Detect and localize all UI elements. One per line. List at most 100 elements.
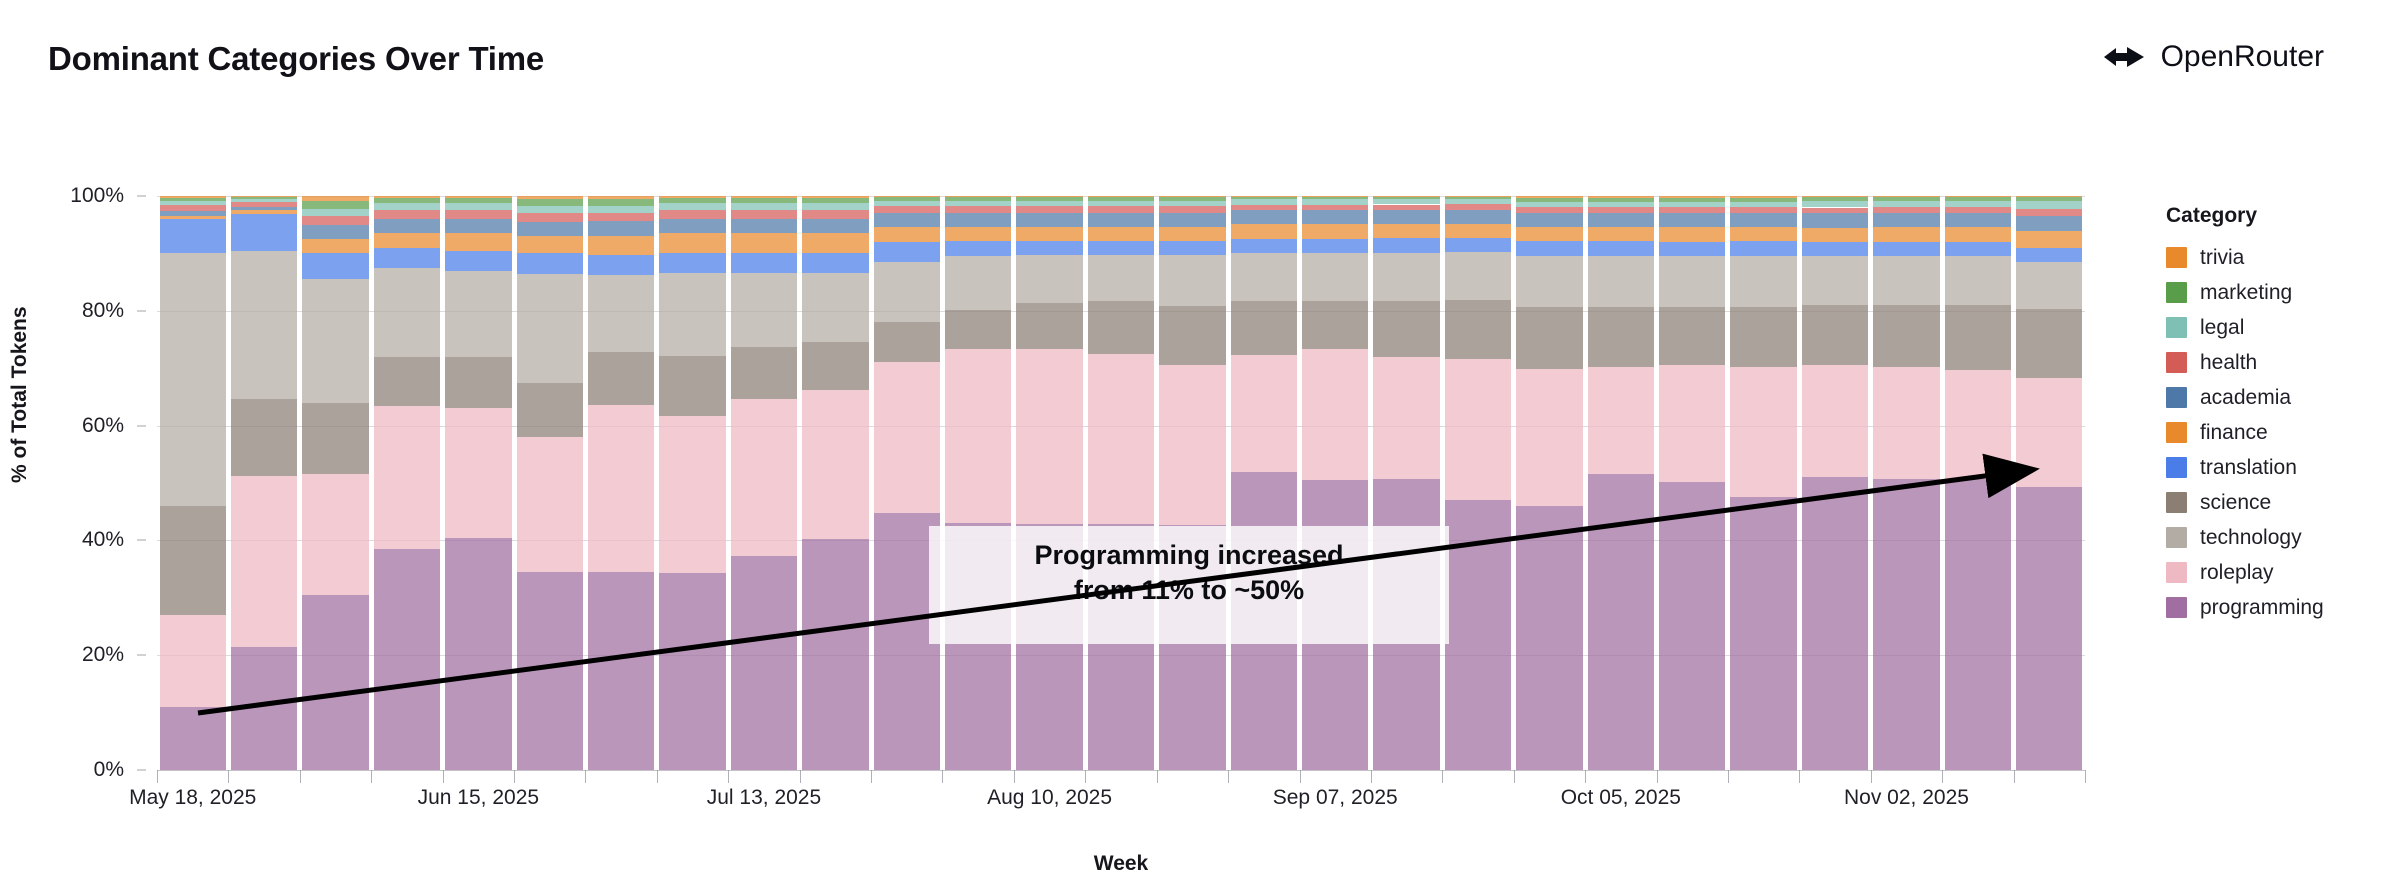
x-tick-mark xyxy=(1585,770,1587,783)
bar-segment-translation xyxy=(230,213,298,251)
bar-segment-health xyxy=(802,210,869,219)
legend-item-translation[interactable]: translation xyxy=(2166,450,2386,485)
bar-column[interactable] xyxy=(587,196,655,770)
bar-column[interactable] xyxy=(302,196,369,770)
bar-column[interactable] xyxy=(1801,196,1869,770)
bar-segment-roleplay xyxy=(1944,370,2012,479)
y-tick-label: 60% xyxy=(81,413,124,437)
bar-segment-technology xyxy=(1873,255,1940,305)
bar-segment-programming xyxy=(802,538,869,770)
bar-column[interactable] xyxy=(1373,196,1440,770)
bar-column[interactable] xyxy=(1444,196,1512,770)
bar-column[interactable] xyxy=(1302,196,1369,770)
bar-segment-science xyxy=(1302,301,1369,350)
bar-column[interactable] xyxy=(1587,196,1655,770)
bar-column[interactable] xyxy=(373,196,441,770)
bar-segment-translation xyxy=(2016,247,2083,263)
legend-item-trivia[interactable]: trivia xyxy=(2166,240,2386,275)
bar-segment-trivia xyxy=(730,196,798,198)
bar-segment-programming xyxy=(1801,477,1869,770)
bar-segment-translation xyxy=(802,253,869,274)
bar-column[interactable] xyxy=(659,196,726,770)
legend-swatch-icon xyxy=(2166,492,2187,513)
legend-swatch-icon xyxy=(2166,422,2187,443)
bar-column[interactable] xyxy=(944,196,1012,770)
legend-item-label: health xyxy=(2200,350,2258,374)
bar-segment-marketing xyxy=(1159,197,1226,201)
bar-segment-roleplay xyxy=(230,476,298,648)
bar-segment-finance xyxy=(1516,227,1583,242)
legend-item-programming[interactable]: programming xyxy=(2166,590,2386,625)
bar-segment-legal xyxy=(1944,200,2012,208)
legend-item-label: science xyxy=(2200,490,2272,514)
stacked-bars xyxy=(157,196,2085,770)
bar-segment-programming xyxy=(659,572,726,770)
x-tick-mark xyxy=(299,770,301,783)
bar-segment-academia xyxy=(730,218,798,234)
bar-column[interactable] xyxy=(445,196,512,770)
bar-column[interactable] xyxy=(516,196,583,770)
bar-segment-trivia xyxy=(2016,196,2083,198)
legend-swatch-icon xyxy=(2166,247,2187,268)
bar-column[interactable] xyxy=(1730,196,1797,770)
bar-segment-science xyxy=(159,505,226,616)
bar-segment-roleplay xyxy=(1516,369,1583,506)
bar-column[interactable] xyxy=(1873,196,1940,770)
bar-segment-academia xyxy=(230,206,298,211)
bar-segment-programming xyxy=(587,572,655,770)
bar-segment-trivia xyxy=(1444,196,1512,197)
bar-segment-finance xyxy=(1230,224,1298,239)
legend-item-science[interactable]: science xyxy=(2166,485,2386,520)
legend-item-label: translation xyxy=(2200,455,2297,479)
bar-segment-translation xyxy=(302,253,369,280)
bar-segment-health xyxy=(1087,206,1155,213)
legend-item-roleplay[interactable]: roleplay xyxy=(2166,555,2386,590)
bar-segment-academia xyxy=(1159,212,1226,227)
legend-item-legal[interactable]: legal xyxy=(2166,310,2386,345)
bar-column[interactable] xyxy=(1016,196,1083,770)
bar-segment-trivia xyxy=(516,196,583,200)
bar-segment-science xyxy=(1016,303,1083,349)
bar-column[interactable] xyxy=(1230,196,1298,770)
legend-item-marketing[interactable]: marketing xyxy=(2166,275,2386,310)
bar-segment-finance xyxy=(1159,226,1226,242)
bar-column[interactable] xyxy=(2016,196,2083,770)
bar-segment-finance xyxy=(2016,230,2083,248)
y-tick-label: 80% xyxy=(81,298,124,322)
bar-segment-health xyxy=(1444,204,1512,211)
bar-column[interactable] xyxy=(730,196,798,770)
bar-segment-health xyxy=(659,210,726,219)
bar-segment-programming xyxy=(1516,505,1583,770)
bar-segment-programming xyxy=(1302,480,1369,770)
legend-item-health[interactable]: health xyxy=(2166,345,2386,380)
bar-segment-translation xyxy=(659,253,726,274)
bar-column[interactable] xyxy=(1087,196,1155,770)
bar-segment-health xyxy=(1587,207,1655,214)
bar-segment-legal xyxy=(159,200,226,206)
bar-column[interactable] xyxy=(1944,196,2012,770)
legend-item-academia[interactable]: academia xyxy=(2166,380,2386,415)
bar-segment-academia xyxy=(1516,213,1583,228)
bar-column[interactable] xyxy=(1159,196,1226,770)
bar-column[interactable] xyxy=(1659,196,1726,770)
bar-column[interactable] xyxy=(873,196,940,770)
bar-segment-finance xyxy=(1659,227,1726,242)
bar-column[interactable] xyxy=(802,196,869,770)
legend-item-finance[interactable]: finance xyxy=(2166,415,2386,450)
bar-segment-legal xyxy=(1873,200,1940,208)
bar-segment-finance xyxy=(373,233,441,248)
bar-segment-science xyxy=(230,399,298,477)
bar-segment-roleplay xyxy=(802,390,869,539)
bar-column[interactable] xyxy=(1516,196,1583,770)
bar-segment-legal xyxy=(944,200,1012,207)
bar-segment-roleplay xyxy=(373,405,441,550)
openrouter-arrow-icon xyxy=(2103,47,2144,67)
legend-item-technology[interactable]: technology xyxy=(2166,520,2386,555)
bar-column[interactable] xyxy=(230,196,298,770)
x-tick-mark xyxy=(228,770,230,783)
bar-segment-academia xyxy=(1373,210,1440,225)
bar-segment-trivia xyxy=(1801,196,1869,198)
bar-segment-translation xyxy=(587,255,655,276)
bar-segment-trivia xyxy=(1016,196,1083,198)
bar-column[interactable] xyxy=(159,196,226,770)
